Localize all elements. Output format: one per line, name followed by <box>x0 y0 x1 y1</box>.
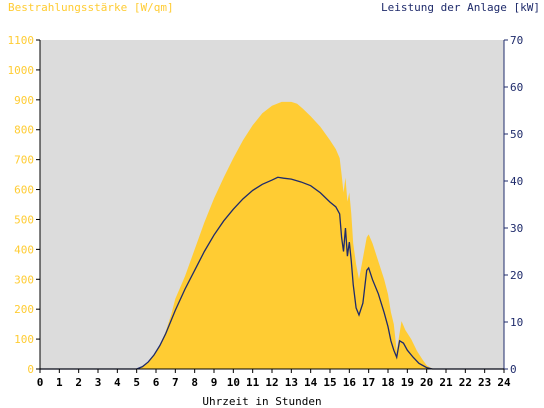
x-tick-label: 21 <box>439 376 453 389</box>
y-right-tick-label: 20 <box>510 269 523 282</box>
y-right-tick-label: 10 <box>510 316 523 329</box>
x-tick-label: 12 <box>265 376 278 389</box>
x-tick-label: 1 <box>56 376 63 389</box>
right-axis-title: Leistung der Anlage [kW] <box>381 1 540 14</box>
x-tick-label: 6 <box>153 376 160 389</box>
irradiance-area-series <box>40 101 504 369</box>
x-tick-label: 18 <box>381 376 394 389</box>
x-tick-label: 13 <box>285 376 298 389</box>
y-right-tick-label: 0 <box>510 363 517 376</box>
y-right-tick-label: 50 <box>510 128 523 141</box>
y-left-tick-label: 200 <box>14 303 34 316</box>
power-line-series <box>40 176 504 370</box>
y-right-tick-label: 60 <box>510 81 523 94</box>
x-tick-label: 24 <box>497 376 511 389</box>
left-axis-title: Bestrahlungsstärke [W/qm] <box>8 1 174 14</box>
x-tick-label: 10 <box>227 376 240 389</box>
x-tick-label: 23 <box>478 376 491 389</box>
x-tick-label: 20 <box>420 376 433 389</box>
y-right-tick-label: 70 <box>510 34 523 47</box>
y-left-tick-label: 600 <box>14 184 34 197</box>
y-left-tick-label: 400 <box>14 243 34 256</box>
y-right-tick-label: 30 <box>510 222 523 235</box>
x-tick-label: 0 <box>37 376 44 389</box>
x-tick-label: 14 <box>304 376 318 389</box>
x-tick-label: 7 <box>172 376 179 389</box>
y-left-tick-label: 900 <box>14 94 34 107</box>
x-tick-label: 22 <box>459 376 472 389</box>
x-tick-label: 5 <box>133 376 140 389</box>
x-tick-label: 11 <box>246 376 260 389</box>
y-left-tick-label: 800 <box>14 124 34 137</box>
x-tick-label: 3 <box>95 376 102 389</box>
y-left-tick-label: 1100 <box>8 34 35 47</box>
y-right-tick-label: 40 <box>510 175 523 188</box>
x-tick-label: 4 <box>114 376 121 389</box>
x-tick-label: 15 <box>323 376 336 389</box>
x-axis-label: Uhrzeit in Stunden <box>202 395 321 408</box>
x-tick-label: 9 <box>211 376 218 389</box>
y-left-tick-label: 0 <box>27 363 34 376</box>
x-tick-label: 17 <box>362 376 375 389</box>
y-left-tick-label: 700 <box>14 154 34 167</box>
x-tick-label: 16 <box>343 376 357 389</box>
y-left-tick-label: 300 <box>14 273 34 286</box>
y-left-tick-label: 500 <box>14 213 34 226</box>
x-tick-label: 19 <box>401 376 414 389</box>
x-tick-label: 2 <box>75 376 82 389</box>
y-left-tick-label: 100 <box>14 333 34 346</box>
y-left-tick-label: 1000 <box>8 64 35 77</box>
x-tick-label: 8 <box>191 376 198 389</box>
